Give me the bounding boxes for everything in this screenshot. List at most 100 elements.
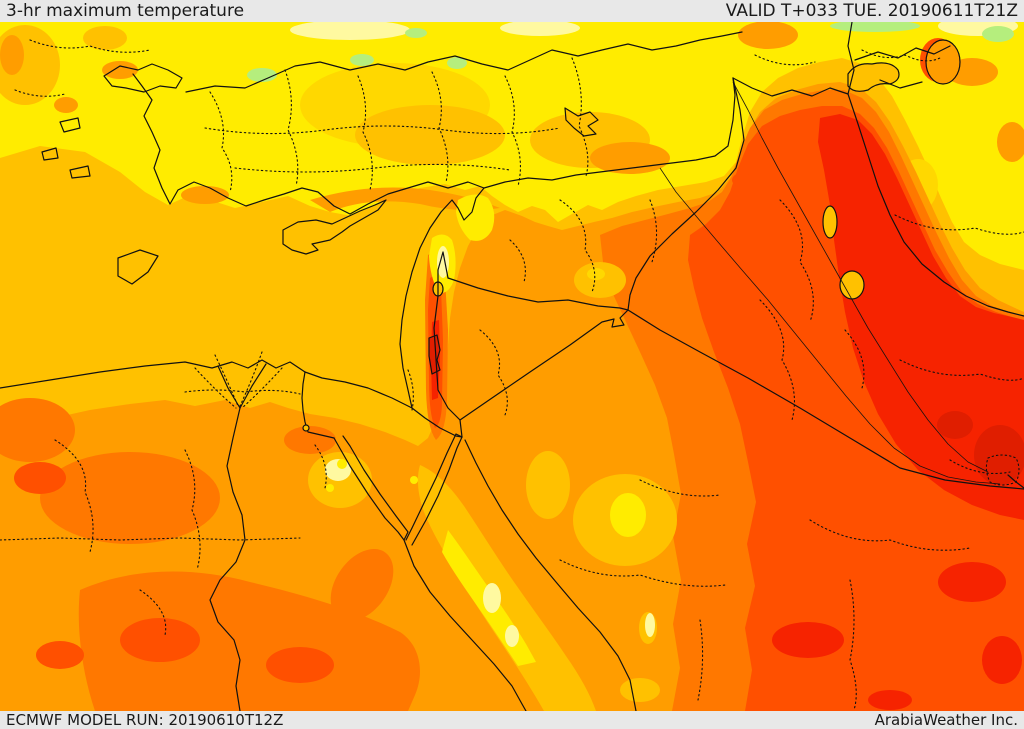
ataturk-reservoir	[564, 107, 599, 137]
admin-egypt-2	[184, 449, 201, 571]
temperature-field	[0, 22, 1024, 711]
temp-zone-red-orange	[688, 106, 1024, 711]
gulf-of-aqaba-outline	[405, 433, 463, 546]
temp-cool-druze-core	[587, 268, 605, 280]
temp-cool-sinai-dot-2	[326, 484, 334, 492]
coastlines	[0, 31, 743, 711]
temp-patch-marmara-amber	[83, 26, 127, 50]
aegean-island-1	[59, 117, 81, 133]
temp-cool-hatay	[456, 194, 495, 241]
bitter-lakes	[302, 424, 310, 432]
temp-patch-east-delta	[284, 426, 336, 454]
country-borders	[411, 22, 1024, 490]
iraq-saudi-border	[627, 309, 1024, 490]
admin-iraq-1	[779, 199, 814, 323]
marmara-sea-outline	[103, 63, 183, 93]
admin-balkans-1	[29, 39, 151, 53]
syria-iraq-border	[627, 77, 745, 311]
temp-spot-upper-egypt-2	[266, 647, 334, 683]
admin-saudi-4	[809, 519, 971, 551]
temp-spot-west-desert	[14, 462, 66, 494]
aegean-island-3	[69, 165, 91, 179]
temp-patch-south-coast-strip	[310, 187, 500, 212]
temp-patch-east-anatolia-orange	[590, 142, 670, 174]
admin-egypt-3	[139, 589, 167, 636]
temp-spot-red-saudi-3	[868, 690, 912, 710]
temp-cool-spot-1	[290, 22, 410, 40]
temp-cool-sinai-dot-1	[337, 459, 347, 469]
admin-turkey-3	[357, 75, 373, 191]
red-sea-arabian-coast	[464, 439, 637, 711]
temp-cool-saudi-stripe-core	[645, 613, 655, 637]
temp-patch-redsea-hills	[330, 548, 394, 622]
black-sea-coastline	[185, 31, 743, 93]
nile-delta-branch-west	[217, 365, 241, 409]
temp-spot-dark-red-2	[937, 411, 973, 439]
temperature-map	[0, 22, 1024, 711]
temp-spot-red-saudi-1	[772, 622, 844, 658]
admin-iraq-2	[844, 329, 865, 389]
lake-tharthar	[822, 205, 838, 239]
temp-zone-yellow-anatolia	[0, 22, 1024, 270]
temp-cool-saudi-core	[610, 493, 646, 537]
suez-canal	[301, 371, 335, 439]
red-sea-african-coast	[403, 539, 527, 711]
temp-cool-saudi-south	[620, 678, 660, 702]
temp-spot-ne-syria	[732, 173, 752, 187]
admin-iran-2	[899, 359, 1024, 381]
temp-patch-ne-turkey	[738, 22, 798, 49]
admin-egypt-delta-1	[214, 354, 239, 407]
lake-van	[847, 62, 900, 92]
admin-turkey-1	[209, 91, 233, 193]
temp-spot-red-saudi-2	[938, 562, 1006, 602]
turkey-iraq-border	[732, 77, 849, 97]
admin-syria-2	[649, 199, 658, 263]
admin-saudi-5	[849, 579, 857, 711]
admin-sinai	[314, 444, 327, 489]
jordan-saudi-border	[459, 309, 629, 421]
admin-iran-1	[894, 214, 1024, 235]
euphrates-river	[659, 167, 1001, 485]
syria-jordan-border	[447, 277, 629, 311]
temp-zone-red-iraq	[818, 114, 1024, 520]
temp-green-spot-4	[447, 57, 467, 69]
temp-cool-tabuk	[526, 451, 570, 519]
admin-ne-2	[861, 49, 941, 62]
temp-patch-thrace-orange	[0, 35, 24, 75]
model-run-label: ECMWF MODEL RUN: 20190610T12Z	[6, 711, 284, 729]
admin-egypt-delta-5	[184, 389, 301, 395]
admin-egypt-1	[54, 439, 94, 553]
admin-ne-1	[754, 54, 816, 66]
admin-turkey-7	[204, 125, 561, 135]
temp-spot-red-saudi-4	[982, 636, 1022, 684]
temp-spot-dark-red-basra	[974, 425, 1024, 485]
admin-turkey-4	[431, 71, 449, 183]
temp-cool-midian-dot	[410, 476, 418, 484]
temp-cool-hejaz-pale-1	[483, 583, 501, 613]
admin-iraq-3	[759, 299, 795, 421]
turkey-syria-border	[483, 77, 736, 189]
rivers	[659, 81, 1001, 485]
temp-patch-marmara-orange	[102, 61, 138, 79]
gulf-of-suez-outline	[333, 435, 409, 541]
temp-patch-aegean-orange	[54, 97, 78, 113]
map-title: 3-hr maximum temperature	[6, 1, 245, 21]
temp-green-spot-1	[247, 68, 277, 82]
admin-kuwait	[985, 454, 1020, 486]
lakes	[302, 39, 961, 432]
temp-patch-nile-delta	[208, 369, 268, 401]
temp-cool-hejaz-band	[417, 465, 596, 711]
temp-green-spot-6	[982, 26, 1014, 42]
temp-patch-west-desert-2	[40, 452, 220, 544]
temp-spot-upper-egypt-1	[120, 618, 200, 662]
admin-egypt-delta-2	[239, 351, 263, 407]
temp-cool-druze	[574, 262, 626, 298]
temp-green-spot-2	[350, 54, 374, 66]
admin-egypt-delta-4	[241, 367, 283, 409]
temp-spot-upper-egypt-3	[36, 641, 84, 669]
turkey-iran-border	[847, 22, 855, 95]
admin-syria-1	[559, 199, 596, 293]
temp-cool-hejaz-pale-2	[505, 625, 519, 647]
admin-iran-3	[949, 459, 1011, 475]
temp-patch-west-desert-1	[0, 398, 75, 462]
